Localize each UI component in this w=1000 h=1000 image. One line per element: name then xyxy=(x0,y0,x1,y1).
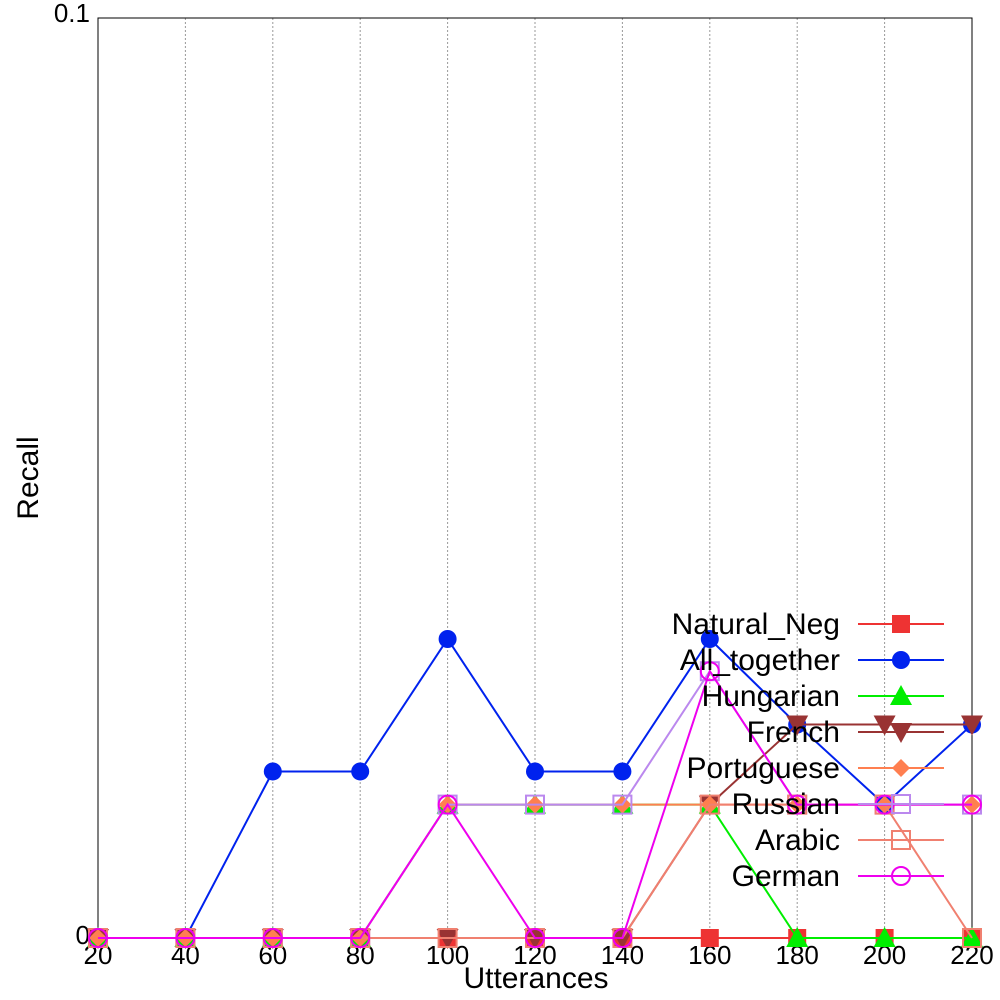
data-point xyxy=(787,794,808,815)
legend-label: All_together xyxy=(680,644,840,677)
legend-item: French xyxy=(747,716,944,749)
legend-marker xyxy=(892,615,910,633)
legend-marker xyxy=(891,830,911,850)
legend-item: Arabic xyxy=(755,824,944,857)
data-point xyxy=(525,928,545,948)
legend-marker xyxy=(891,794,911,814)
legend-item: Russian xyxy=(732,788,944,821)
legend-item: All_together xyxy=(680,644,944,677)
data-point xyxy=(700,929,719,947)
x-axis-title: Utterances xyxy=(463,962,608,995)
data-point xyxy=(437,928,458,948)
legend-item: Portuguese xyxy=(687,752,944,785)
data-point xyxy=(786,927,809,947)
legend-marker xyxy=(892,759,910,777)
legend-label: French xyxy=(747,716,840,749)
data-point xyxy=(961,715,983,736)
data-point xyxy=(351,762,370,781)
data-point xyxy=(526,762,544,781)
y-axis-title: Recall xyxy=(12,436,45,519)
data-point xyxy=(612,794,633,815)
legend-label: Portuguese xyxy=(687,752,840,785)
grid-lines xyxy=(184,18,886,938)
legend-label: German xyxy=(732,860,840,893)
data-point xyxy=(873,927,896,947)
legend-label: Arabic xyxy=(755,824,840,857)
data-point xyxy=(263,762,282,781)
legend: Natural_NegAll_togetherHungarianFrenchPo… xyxy=(672,608,944,893)
data-point xyxy=(438,630,457,648)
legend-marker xyxy=(890,685,912,705)
data-point xyxy=(437,794,458,815)
data-point xyxy=(262,928,283,948)
data-point xyxy=(350,928,371,948)
data-point xyxy=(962,928,982,948)
y-tick-label: 0.1 xyxy=(54,0,90,28)
data-point xyxy=(612,928,633,948)
series-line xyxy=(98,668,972,939)
data-point xyxy=(175,928,196,948)
legend-item: German xyxy=(732,860,944,893)
legend-marker xyxy=(892,651,910,669)
legend-item: Hungarian xyxy=(702,680,944,713)
data-point xyxy=(699,661,720,682)
legend-label: Hungarian xyxy=(702,680,840,713)
legend-marker xyxy=(890,723,912,743)
data-point xyxy=(873,715,896,736)
data-point xyxy=(700,630,719,648)
y-tick-label: 0 xyxy=(76,920,90,950)
data-point xyxy=(962,794,982,815)
series-layer xyxy=(87,630,983,949)
legend-item: Natural_Neg xyxy=(672,608,944,641)
data-point xyxy=(699,794,720,815)
legend-marker xyxy=(891,866,911,886)
data-point xyxy=(88,928,108,948)
data-point xyxy=(613,762,632,781)
legend-label: Natural_Neg xyxy=(672,608,840,641)
legend-label: Russian xyxy=(732,788,840,821)
data-point xyxy=(786,715,809,736)
data-point xyxy=(525,794,545,815)
